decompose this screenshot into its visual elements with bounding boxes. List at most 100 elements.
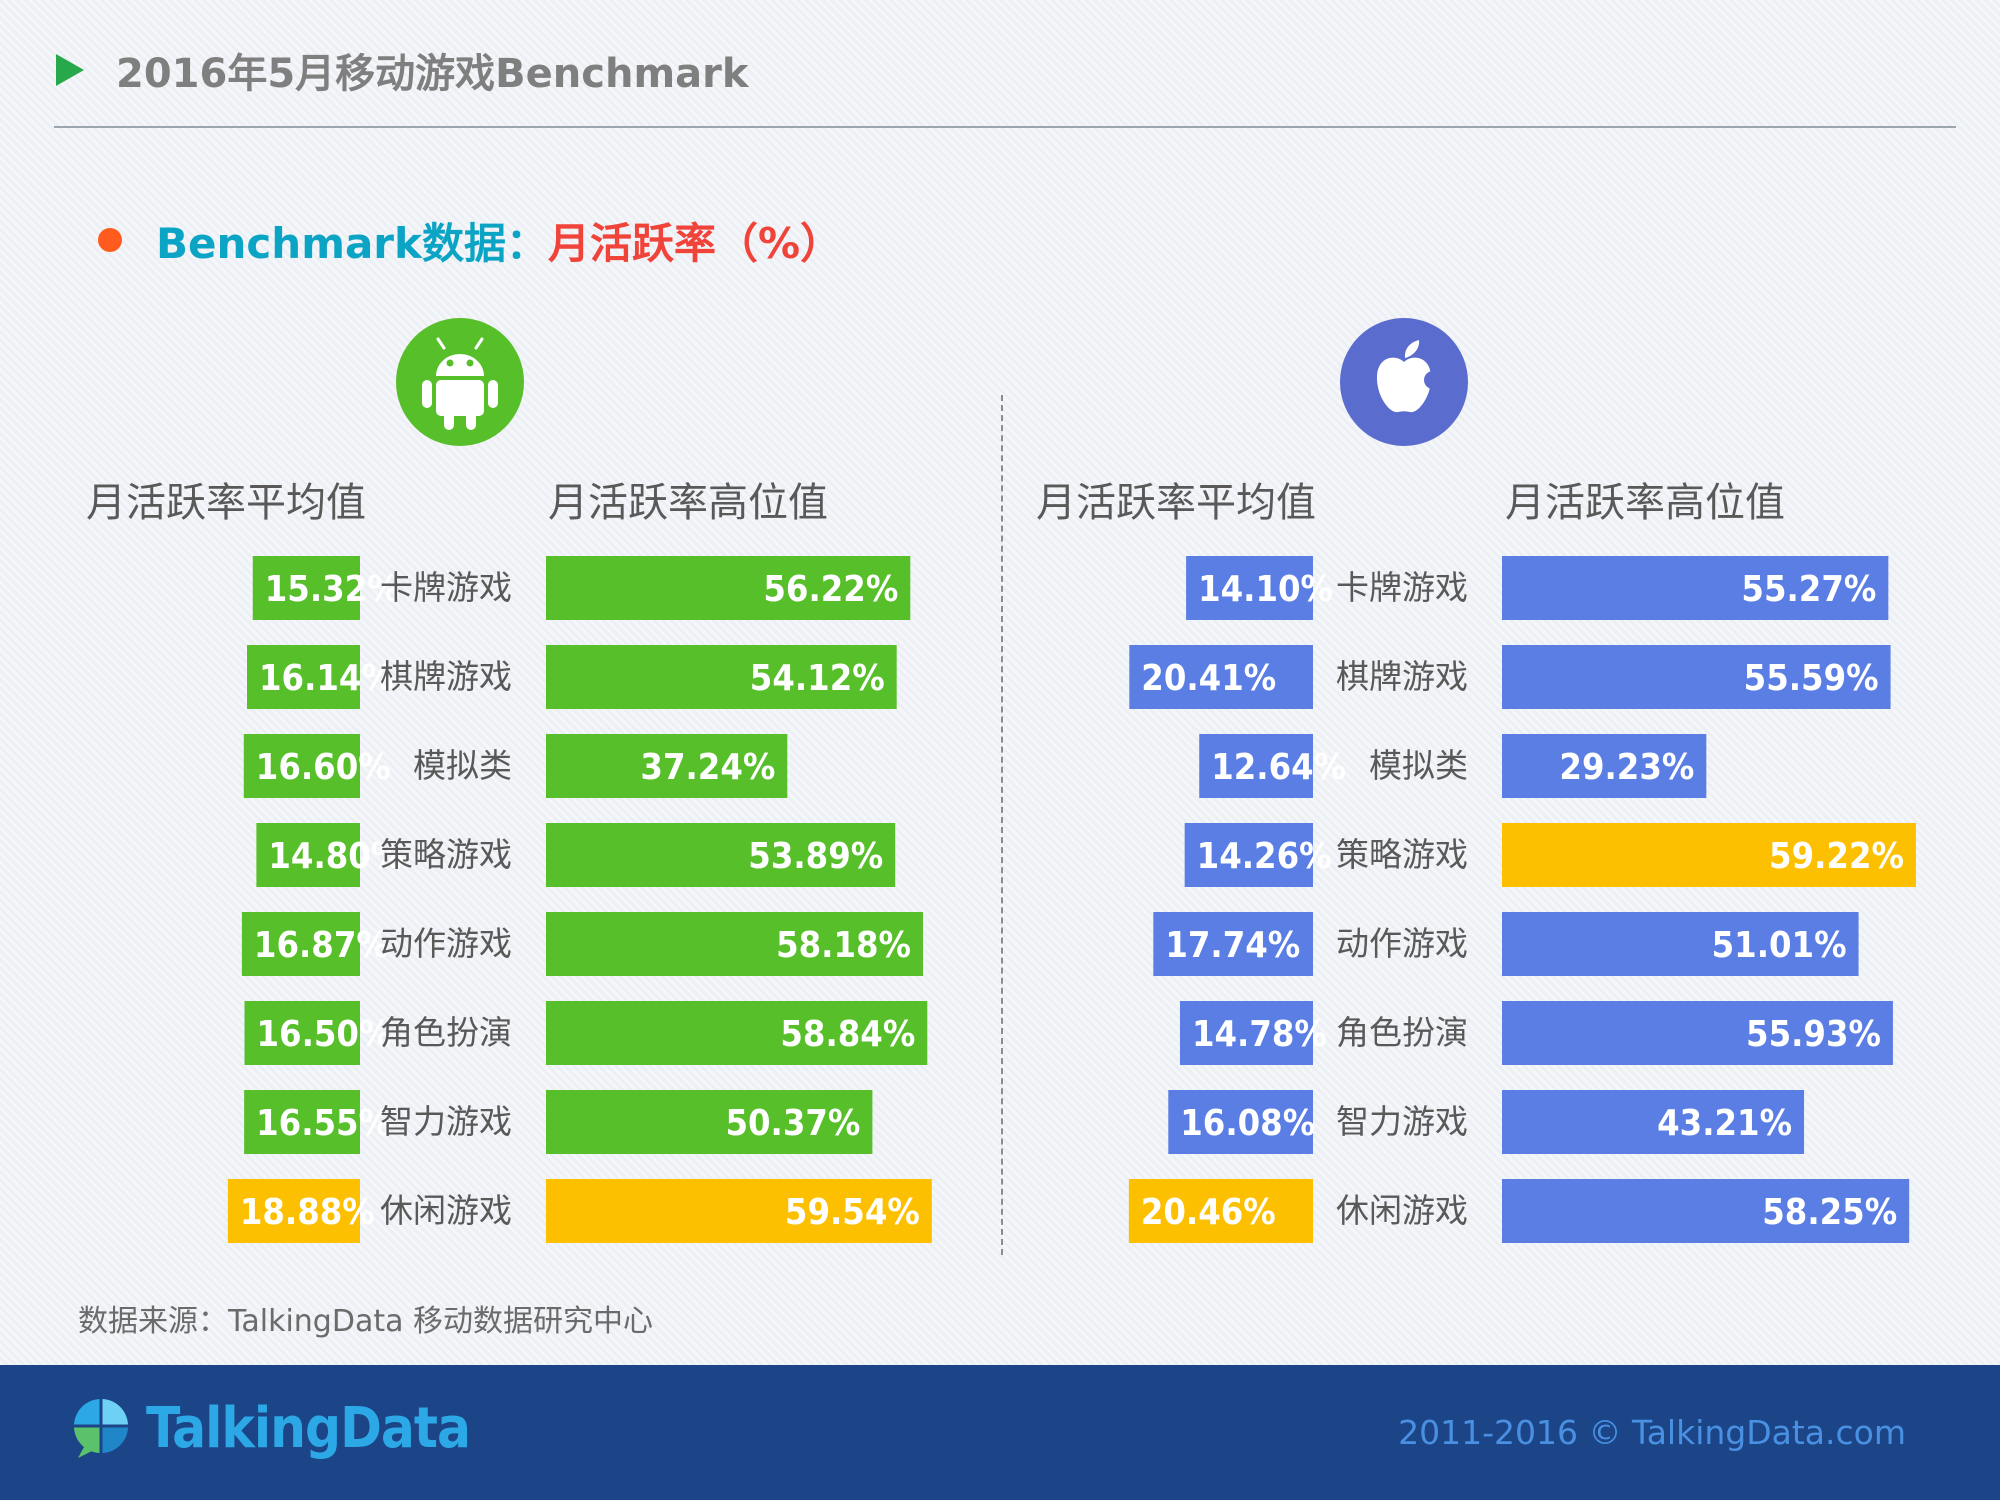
bullet-dot-icon	[98, 228, 122, 252]
android-high-header: 月活跃率高位值	[548, 480, 828, 526]
ios-high-value: 55.27%	[1741, 569, 1876, 610]
talkingdata-logo-icon	[74, 1399, 128, 1458]
android-avg-value: 14.80%	[268, 836, 403, 877]
ios-high-value: 55.59%	[1744, 658, 1879, 699]
ios-avg-value: 14.78%	[1192, 1014, 1327, 1055]
ios-category-label: 策略游戏	[1336, 835, 1468, 874]
ios-avg-bar	[1179, 1001, 1313, 1065]
section-subtitle: Benchmark数据： 月活跃率（%）	[98, 210, 842, 270]
benchmark-bar-chart: 15.32%卡牌游戏 56.22%16.14%棋牌游戏 54.12%16.60% 模拟…	[227, 556, 1916, 1243]
android-high-value: 58.84%	[780, 1014, 915, 1055]
ios-high-bar	[1502, 1090, 1805, 1154]
ios-high-value: 51.01%	[1712, 925, 1847, 966]
ios-avg-value: 20.46%	[1141, 1192, 1276, 1233]
android-high-value: 56.22%	[763, 569, 898, 610]
ios-avg-value: 12.64%	[1211, 747, 1346, 788]
android-high-value: 50.37%	[725, 1103, 860, 1144]
android-avg-value: 18.88%	[240, 1192, 375, 1233]
android-high-bar	[546, 645, 897, 709]
ios-avg-value: 14.10%	[1198, 569, 1333, 610]
ios-category-label: 角色扮演	[1336, 1013, 1468, 1052]
android-high-bar	[546, 556, 911, 620]
ios-high-bar	[1502, 912, 1859, 976]
header-divider	[54, 126, 1956, 128]
android-avg-value: 16.87%	[254, 925, 389, 966]
ios-avg-bar	[1168, 1090, 1313, 1154]
ios-category-label: 模拟类	[1369, 746, 1468, 785]
ios-avg-value: 16.08%	[1180, 1103, 1315, 1144]
android-high-bar	[546, 734, 788, 798]
android-high-value: 37.24%	[640, 747, 775, 788]
ios-high-value: 58.25%	[1762, 1192, 1897, 1233]
android-high-bar	[546, 912, 924, 976]
android-avg-value: 15.32%	[265, 569, 400, 610]
subtitle-prefix: Benchmark数据：	[156, 218, 548, 268]
android-category-label: 休闲游戏	[380, 1191, 512, 1230]
ios-category-label: 卡牌游戏	[1336, 568, 1468, 607]
page-title: 2016年5月移动游戏Benchmark	[116, 51, 749, 97]
android-category-label: 模拟类	[413, 746, 512, 785]
footer: TalkingData 2011-2016 © TalkingData.com	[0, 1365, 2000, 1500]
ios-high-value: 29.23%	[1559, 747, 1694, 788]
apple-icon	[1340, 318, 1468, 446]
android-avg-value: 16.55%	[256, 1103, 391, 1144]
ios-high-bar	[1502, 734, 1707, 798]
android-icon	[396, 318, 524, 446]
android-high-bar	[546, 823, 896, 887]
android-category-label: 卡牌游戏	[380, 568, 512, 607]
ios-category-label: 智力游戏	[1336, 1102, 1468, 1141]
ios-high-bar	[1502, 1001, 1893, 1065]
ios-avg-bar	[1199, 734, 1313, 798]
ios-avg-value: 20.41%	[1141, 658, 1276, 699]
android-category-label: 智力游戏	[380, 1102, 512, 1141]
android-avg-value: 16.60%	[256, 747, 391, 788]
android-high-value: 59.54%	[785, 1192, 920, 1233]
android-avg-value: 16.50%	[257, 1014, 392, 1055]
ios-avg-bar	[1128, 1179, 1313, 1243]
ios-high-bar	[1502, 1179, 1910, 1243]
copyright: 2011-2016 © TalkingData.com	[1398, 1413, 1906, 1452]
android-high-bar	[546, 1179, 932, 1243]
ios-high-value: 43.21%	[1657, 1103, 1792, 1144]
ios-avg-value: 14.26%	[1197, 836, 1332, 877]
ios-avg-bar	[1186, 556, 1313, 620]
android-avg-value: 16.14%	[259, 658, 394, 699]
ios-category-label: 动作游戏	[1336, 924, 1468, 963]
android-avg-bar	[244, 1001, 360, 1065]
android-avg-bar	[252, 556, 360, 620]
brand-name: TalkingData	[146, 1395, 471, 1461]
ios-avg-header: 月活跃率平均值	[1036, 480, 1316, 526]
ios-avg-bar	[1129, 645, 1313, 709]
ios-avg-bar	[1184, 823, 1313, 887]
platform-divider	[1001, 395, 1003, 1255]
android-high-bar	[546, 1090, 873, 1154]
ios-avg-value: 17.74%	[1165, 925, 1300, 966]
android-avg-header: 月活跃率平均值	[86, 480, 366, 526]
android-avg-bar	[244, 1090, 360, 1154]
android-high-bar	[546, 1001, 928, 1065]
android-high-value: 53.89%	[748, 836, 883, 877]
ios-avg-bar	[1153, 912, 1313, 976]
android-category-label: 棋牌游戏	[380, 657, 512, 696]
android-high-value: 54.12%	[750, 658, 885, 699]
ios-category-label: 棋牌游戏	[1336, 657, 1468, 696]
android-avg-bar	[243, 734, 360, 798]
android-high-value: 58.18%	[776, 925, 911, 966]
ios-high-header: 月活跃率高位值	[1505, 480, 1785, 526]
brand-logo: TalkingData	[70, 1393, 471, 1463]
subtitle-metric: 月活跃率（%）	[547, 218, 843, 268]
android-avg-bar	[256, 823, 360, 887]
android-category-label: 动作游戏	[380, 924, 512, 963]
play-triangle-icon	[56, 54, 84, 86]
android-category-label: 角色扮演	[380, 1013, 512, 1052]
android-avg-bar	[227, 1179, 360, 1243]
ios-high-value: 55.93%	[1746, 1014, 1881, 1055]
android-avg-bar	[247, 645, 360, 709]
data-source: 数据来源：TalkingData 移动数据研究中心	[78, 1304, 654, 1339]
android-avg-bar	[241, 912, 360, 976]
android-category-label: 策略游戏	[380, 835, 512, 874]
ios-category-label: 休闲游戏	[1336, 1191, 1468, 1230]
header: 2016年5月移动游戏Benchmark	[56, 40, 748, 100]
ios-high-value: 59.22%	[1769, 836, 1904, 877]
ios-high-bar	[1502, 645, 1891, 709]
